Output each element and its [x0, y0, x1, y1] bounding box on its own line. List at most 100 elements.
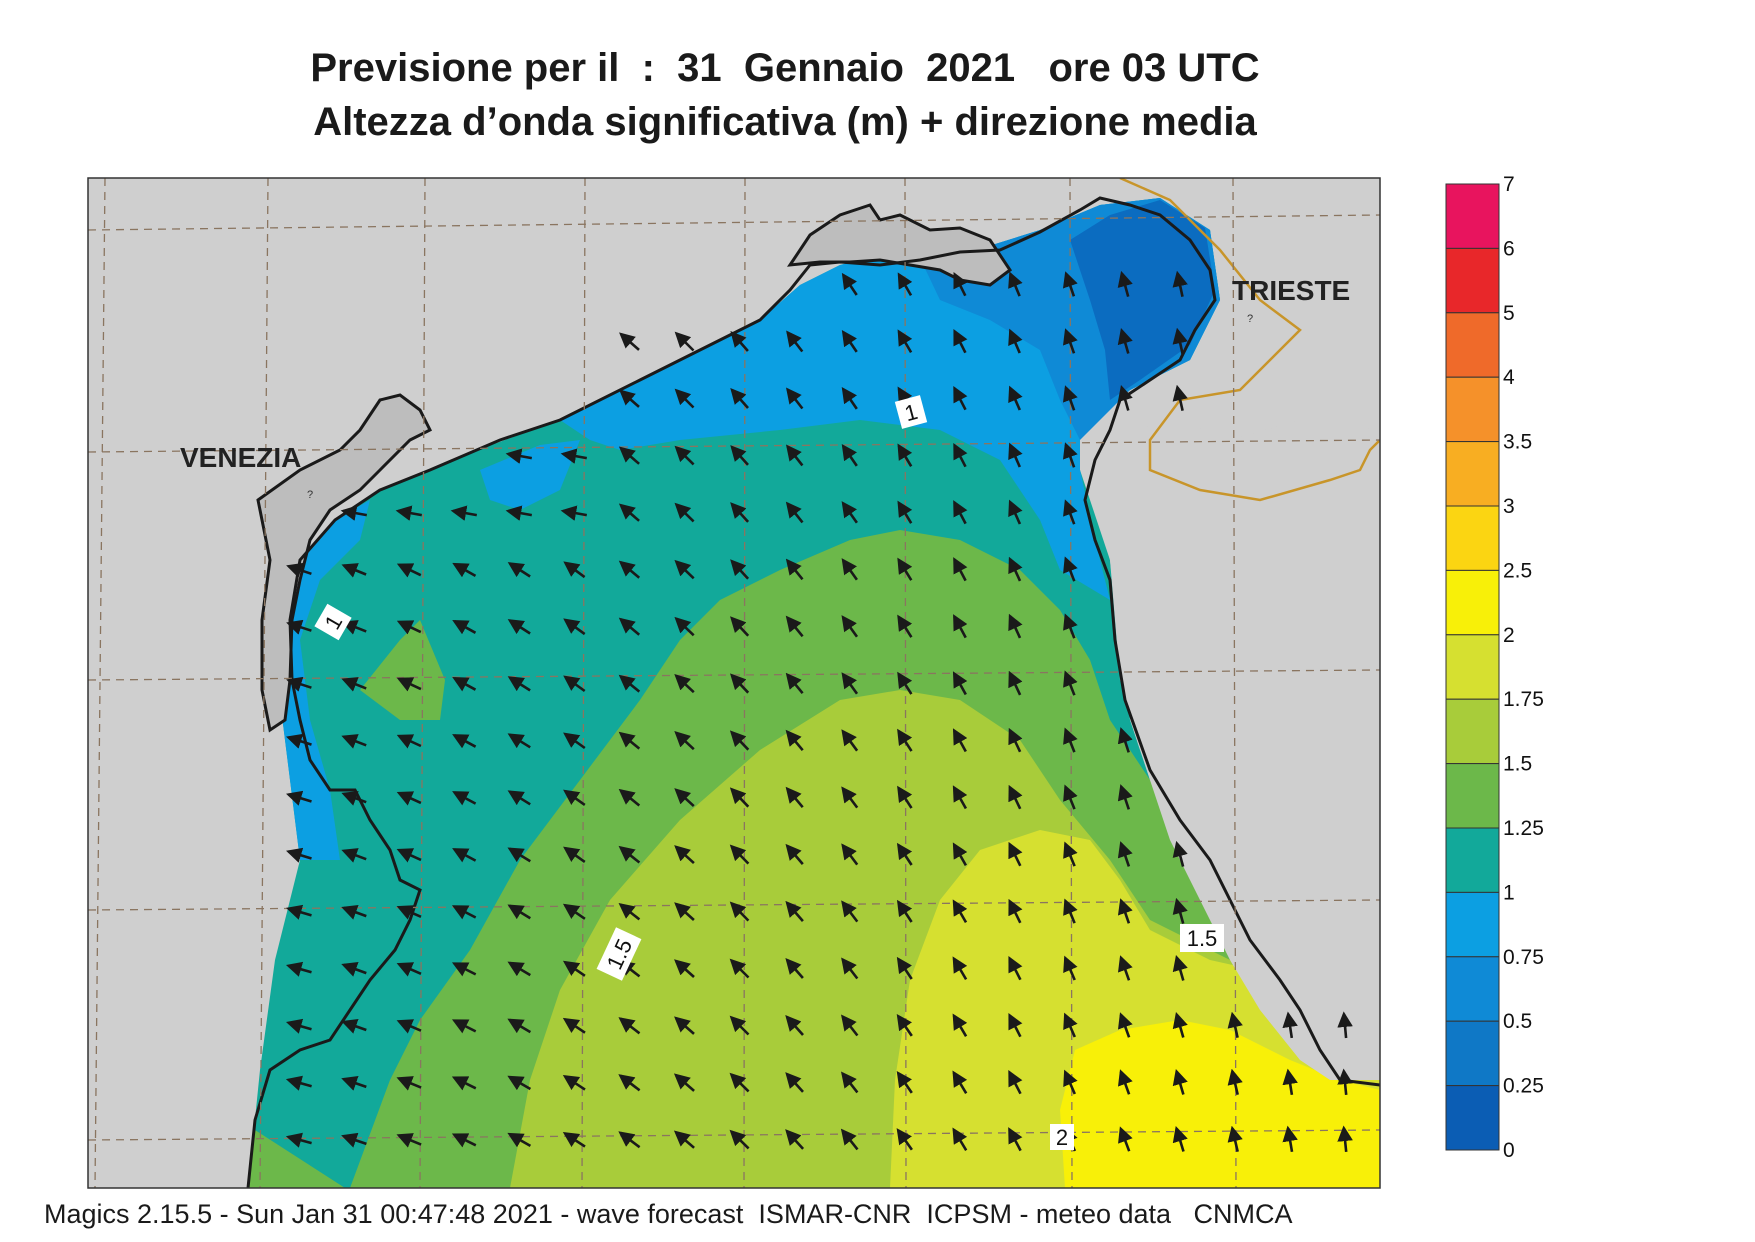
wave-direction-arrow [450, 505, 478, 521]
wave-direction-arrow [396, 1133, 422, 1148]
wave-direction-arrow [1117, 270, 1133, 297]
sea-band-0.25-0.5 [1070, 200, 1215, 400]
wave-direction-arrow [785, 672, 804, 695]
wave-direction-arrow [1063, 955, 1078, 981]
wave-direction-arrow [1337, 1011, 1353, 1039]
colorbar-swatch [1445, 247, 1500, 314]
trieste-marker: ? [1247, 313, 1253, 325]
wave-direction-arrow [841, 843, 859, 866]
wave-direction-arrow [729, 958, 750, 979]
wave-direction-arrow [618, 617, 641, 636]
wave-direction-arrow [1172, 384, 1188, 411]
wave-direction-arrow [1008, 727, 1023, 753]
wave-direction-arrow [674, 845, 695, 865]
wave-direction-arrow [1008, 328, 1023, 354]
wave-direction-arrow [1063, 385, 1078, 411]
wave-direction-arrow [730, 445, 749, 466]
wave-direction-arrow [841, 443, 858, 467]
istria-land [1095, 420, 1380, 1080]
wave-direction-arrow [618, 845, 641, 864]
wave-direction-arrow [1063, 784, 1078, 810]
wave-direction-arrow [674, 788, 695, 808]
colorbar-swatch [1445, 634, 1500, 700]
wave-direction-arrow [730, 331, 749, 352]
wave-direction-arrow [1063, 556, 1078, 582]
colorbar-swatch [1445, 569, 1500, 636]
wave-direction-arrow [396, 905, 422, 920]
wave-direction-arrow [729, 1015, 750, 1036]
wave-direction-arrow [1008, 784, 1023, 810]
wave-direction-arrow [1117, 385, 1133, 411]
colorbar: 7 6 5 4 3.5 3 2.5 2 1.75 1.5 1.25 1 0.75 0.5 0.25 0 [1445, 173, 1544, 1162]
wave-direction-arrow [618, 1131, 641, 1149]
wave-direction-arrow [952, 956, 968, 981]
wave-direction-arrow [396, 677, 422, 692]
wave-direction-arrow [1117, 727, 1133, 753]
colorbar-tick-label: 2 [1503, 624, 1515, 647]
wave-direction-arrow [451, 962, 477, 977]
sea-band-1.25-1.5-islet [360, 620, 445, 720]
wave-direction-arrow [786, 387, 804, 410]
wave-direction-arrow [897, 272, 913, 297]
wave-direction-arrow [560, 505, 588, 521]
wave-direction-arrow [562, 1017, 586, 1034]
colorbar-swatch [1445, 505, 1500, 571]
wave-direction-arrow [618, 788, 641, 807]
wave-direction-arrow [897, 557, 913, 581]
wave-direction-arrow [618, 446, 640, 465]
colorbar-tick-label: 1.25 [1503, 817, 1544, 840]
colorbar-swatch [1445, 1020, 1500, 1087]
colorbar-swatch [1445, 183, 1500, 249]
wave-direction-arrow [341, 791, 367, 806]
wave-direction-arrow [1337, 1068, 1353, 1096]
wave-direction-arrow [674, 559, 695, 580]
wave-direction-arrow [785, 1129, 805, 1150]
grado-lagoon-land [786, 203, 1013, 287]
wave-direction-arrow [618, 674, 641, 693]
wave-direction-arrow [562, 960, 586, 977]
wave-direction-arrow [841, 900, 859, 923]
wave-direction-arrows [285, 270, 1353, 1153]
wave-direction-arrow [897, 500, 913, 524]
city-label-trieste: TRIESTE [1232, 275, 1350, 306]
wave-direction-arrow [730, 502, 750, 523]
wave-direction-arrow [953, 500, 968, 525]
wave-direction-arrow [285, 1075, 312, 1091]
wave-direction-arrow [341, 905, 367, 920]
wave-direction-arrow [341, 677, 367, 692]
colorbar-tick-label: 0.5 [1503, 1010, 1532, 1033]
wave-direction-arrow [286, 790, 312, 806]
wave-direction-arrow [1337, 1125, 1353, 1153]
wave-direction-arrow [674, 388, 695, 409]
wave-direction-arrow [841, 672, 859, 695]
wave-direction-arrow [841, 558, 858, 581]
colorbar-tick-label: 4 [1503, 366, 1515, 389]
wave-direction-arrow [1117, 784, 1133, 810]
coastline [246, 196, 1380, 1188]
title-line-1: Previsione per il : 31 Gennaio 2021 ore … [310, 46, 1260, 90]
wave-direction-arrow [396, 962, 422, 977]
wave-direction-arrow [729, 1129, 750, 1150]
wave-direction-arrow [674, 902, 695, 921]
wave-direction-arrow [785, 958, 804, 979]
wave-direction-arrow [1008, 955, 1023, 981]
wave-direction-arrow [785, 1072, 804, 1093]
wave-direction-arrow [896, 842, 913, 866]
wave-direction-arrow [1008, 1069, 1023, 1095]
wave-direction-arrow [786, 330, 804, 353]
wave-direction-arrow [396, 1076, 422, 1091]
wave-direction-arrow [1117, 328, 1133, 354]
wave-direction-arrow [452, 848, 477, 863]
contour-label-text: 2 [1056, 1125, 1068, 1150]
wave-direction-arrow [1172, 840, 1188, 867]
wave-direction-arrow [730, 388, 749, 409]
wave-direction-arrow [563, 561, 586, 579]
wave-direction-arrow [729, 730, 750, 751]
contour-label-1-north: 1 [894, 395, 928, 429]
wave-direction-arrow [452, 619, 477, 635]
colorbar-tick-label: 1.5 [1503, 753, 1532, 776]
sea-band-0.75-1-west [280, 500, 370, 860]
wave-direction-arrow [286, 619, 312, 635]
wave-direction-arrow [507, 790, 531, 806]
colorbar-swatch [1445, 698, 1500, 765]
